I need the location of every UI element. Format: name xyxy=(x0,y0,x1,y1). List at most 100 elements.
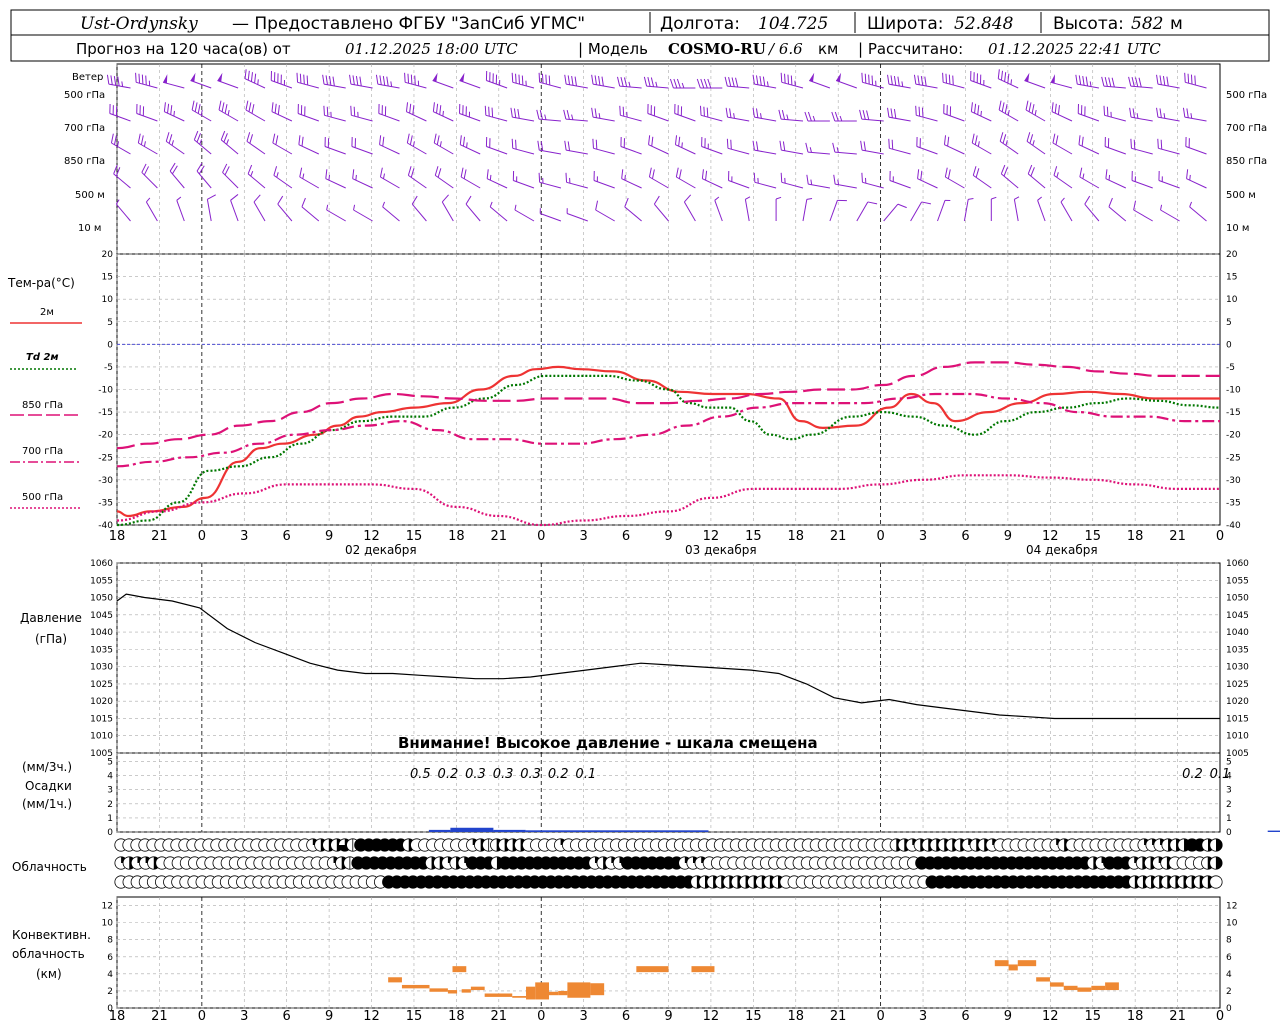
wind-flag xyxy=(207,194,216,200)
wind-shaft xyxy=(714,200,723,222)
wind-pennant xyxy=(836,72,842,82)
wind-flag xyxy=(139,105,141,115)
wind-flag xyxy=(250,72,253,82)
wind-flag xyxy=(700,78,705,89)
wind-flag xyxy=(1187,73,1190,84)
wind-flag xyxy=(517,108,520,119)
wind-barb xyxy=(591,107,615,122)
wind-halfflag xyxy=(1134,176,1136,182)
wind-flag xyxy=(913,74,917,85)
wind-flag xyxy=(541,73,544,84)
wind-halfflag xyxy=(276,172,279,178)
wind-flag xyxy=(304,106,306,116)
wind-flag xyxy=(441,194,449,203)
wind-flag xyxy=(224,104,228,114)
legend-700-label: 700 гПа xyxy=(22,446,63,457)
wind-barb xyxy=(230,194,239,222)
wind-shaft xyxy=(539,149,561,155)
wind-barb xyxy=(1101,76,1126,89)
wind-flag xyxy=(888,138,890,149)
temp-y-tick: 10 xyxy=(102,295,114,305)
precip-y-tick-r: 5 xyxy=(1226,757,1232,767)
x-tick-label: 3 xyxy=(919,1009,927,1024)
wind-flag xyxy=(1133,139,1136,150)
wind-halfflag xyxy=(1082,173,1085,179)
wind-flag xyxy=(648,167,652,178)
x-tick-label: 15 xyxy=(1084,1009,1101,1024)
wind-barb xyxy=(809,72,831,89)
wind-halfflag xyxy=(1034,109,1037,116)
wind-halfflag xyxy=(115,199,120,205)
wind-flag xyxy=(952,75,954,86)
wind-barb xyxy=(883,203,907,222)
wind-flag xyxy=(1182,107,1186,118)
wind-shaft xyxy=(245,109,266,122)
conv-bar xyxy=(994,960,1009,967)
wind-flag xyxy=(495,74,498,85)
wind-flag xyxy=(591,107,594,118)
temp-series-line xyxy=(116,392,1220,468)
wind-flag xyxy=(382,75,386,86)
wind-barb xyxy=(564,140,588,155)
wind-shaft xyxy=(702,178,723,189)
wind-shaft xyxy=(299,176,320,189)
wind-halfflag xyxy=(121,81,124,87)
temp-y-tick: -40 xyxy=(98,521,113,531)
wind-flag xyxy=(807,111,812,122)
precip-bar xyxy=(1267,830,1280,832)
wind-flag xyxy=(973,72,975,82)
wind-barb xyxy=(1051,102,1073,122)
wind-flag xyxy=(115,106,118,116)
wind-shaft xyxy=(1060,201,1073,222)
wind-flag xyxy=(141,74,144,85)
pressure-line xyxy=(116,593,1220,720)
wind-flag xyxy=(414,75,416,86)
wind-flag xyxy=(113,164,118,175)
wind-flag xyxy=(1162,75,1166,86)
x-tick-label: 15 xyxy=(406,1009,423,1024)
conv-y-tick-r: 12 xyxy=(1226,902,1237,912)
wind-flag xyxy=(1103,105,1106,116)
wind-flag xyxy=(1156,107,1159,118)
wind-flag xyxy=(353,106,356,117)
conv-bar xyxy=(567,982,591,998)
x-tick-label: 21 xyxy=(1169,1009,1186,1024)
wind-halfflag xyxy=(864,177,867,184)
wind-flag xyxy=(484,105,487,116)
wind-shaft xyxy=(781,118,804,122)
wind-flag xyxy=(303,74,305,85)
wind-flag xyxy=(1132,108,1135,118)
wind-barb xyxy=(297,103,319,122)
wind-barb xyxy=(696,78,723,89)
model-res: / 6.6 xyxy=(767,40,803,58)
precip-3h-label: 0.1 xyxy=(575,767,596,782)
wind-shaft xyxy=(700,114,723,122)
precip-bar xyxy=(525,830,709,832)
cloud-title: Облачность xyxy=(12,860,87,874)
wind-flag xyxy=(920,75,924,86)
wind-pennant xyxy=(217,72,223,82)
wind-pennant xyxy=(809,72,815,82)
wind-shaft xyxy=(834,151,857,155)
wind-flag xyxy=(220,130,226,141)
wind-barb xyxy=(1075,74,1099,89)
wind-barb xyxy=(1013,196,1020,222)
wind-barb xyxy=(943,103,965,122)
wind-flag xyxy=(135,72,137,83)
wind-flag xyxy=(1101,76,1105,87)
wind-halfflag xyxy=(980,110,982,117)
wind-flag xyxy=(109,103,111,114)
conv-bars xyxy=(388,960,1119,1000)
wind-shaft xyxy=(277,203,293,222)
wind-shaft xyxy=(513,180,535,189)
wind-barb xyxy=(937,199,951,222)
wind-flag xyxy=(1000,70,1004,81)
wind-shaft xyxy=(916,146,938,155)
x-tick-label: 21 xyxy=(151,529,168,544)
x-tick-label: 6 xyxy=(961,529,969,544)
wind-barb xyxy=(486,169,508,189)
wind-flag xyxy=(433,133,437,144)
wind-shaft xyxy=(683,201,696,222)
wind-flag xyxy=(622,106,625,117)
